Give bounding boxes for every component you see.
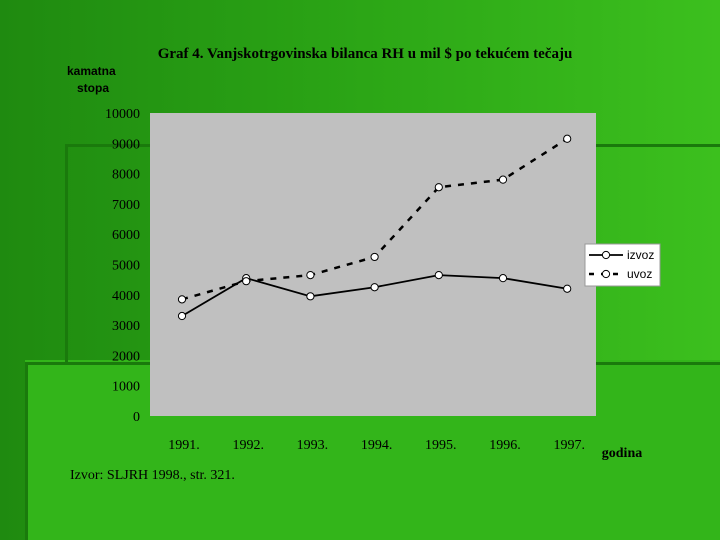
y-tick-label: 7000 [112, 198, 140, 213]
data-point-izvoz [498, 274, 508, 283]
y-tick-label: 0 [133, 410, 140, 425]
series-layer [177, 134, 572, 321]
x-tick-label: 1997. [553, 438, 585, 453]
source-note: Izvor: SLJRH 1998., str. 321. [70, 468, 235, 483]
y-tick-label: 5000 [112, 259, 140, 274]
legend: izvoz uvoz [584, 243, 661, 287]
y-tick-label: 1000 [112, 380, 140, 395]
data-point-uvoz [370, 252, 379, 262]
y-tick-label: 8000 [112, 168, 140, 183]
data-point-izvoz [306, 292, 315, 301]
y-tick-label: 6000 [112, 228, 140, 243]
y-tick-labels: 0 1000 2000 3000 4000 5000 6000 7000 8000 9000 100… [105, 107, 140, 425]
data-point-izvoz [434, 271, 443, 280]
y-tick-label: 10000 [105, 107, 140, 122]
x-tick-label: 1995. [425, 438, 457, 453]
legend-marker-uvoz [601, 269, 611, 279]
plot-area [150, 113, 596, 416]
data-point-uvoz [563, 134, 572, 143]
data-point-izvoz [177, 311, 187, 321]
legend-box [584, 243, 661, 287]
data-point-izvoz [370, 283, 379, 292]
chart-title: Graf 4. Vanjskotrgovinska bilanca RH u m… [158, 46, 573, 62]
legend-label-uvoz: uvoz [627, 267, 652, 281]
background-line [65, 144, 68, 364]
y-axis-label-line: stopa [77, 81, 109, 95]
x-tick-label: 1994. [361, 438, 393, 453]
y-axis-label: kamatna stopa [67, 64, 119, 95]
y-tick-label: 9000 [112, 137, 140, 152]
data-point-uvoz [498, 175, 508, 184]
data-point-uvoz [242, 277, 251, 286]
data-point-uvoz [177, 295, 187, 304]
data-point-uvoz [306, 271, 315, 280]
x-tick-label: 1991. [168, 438, 200, 453]
y-axis-label-line: kamatna [67, 64, 116, 78]
x-axis-label: godina [602, 446, 642, 461]
legend-label-izvoz: izvoz [627, 248, 654, 262]
x-tick-label: 1996. [489, 438, 521, 453]
data-point-uvoz [434, 183, 443, 192]
background-line [25, 362, 28, 540]
y-tick-label: 2000 [112, 349, 140, 364]
y-tick-label: 4000 [112, 289, 140, 304]
legend-marker-izvoz [601, 250, 611, 260]
data-point-izvoz [563, 284, 572, 293]
x-tick-labels: 1991. 1992. 1993. 1994. 1995. 1996. 1997. [168, 438, 585, 453]
y-tick-label: 3000 [112, 319, 140, 334]
x-tick-label: 1992. [232, 438, 264, 453]
x-tick-label: 1993. [297, 438, 329, 453]
